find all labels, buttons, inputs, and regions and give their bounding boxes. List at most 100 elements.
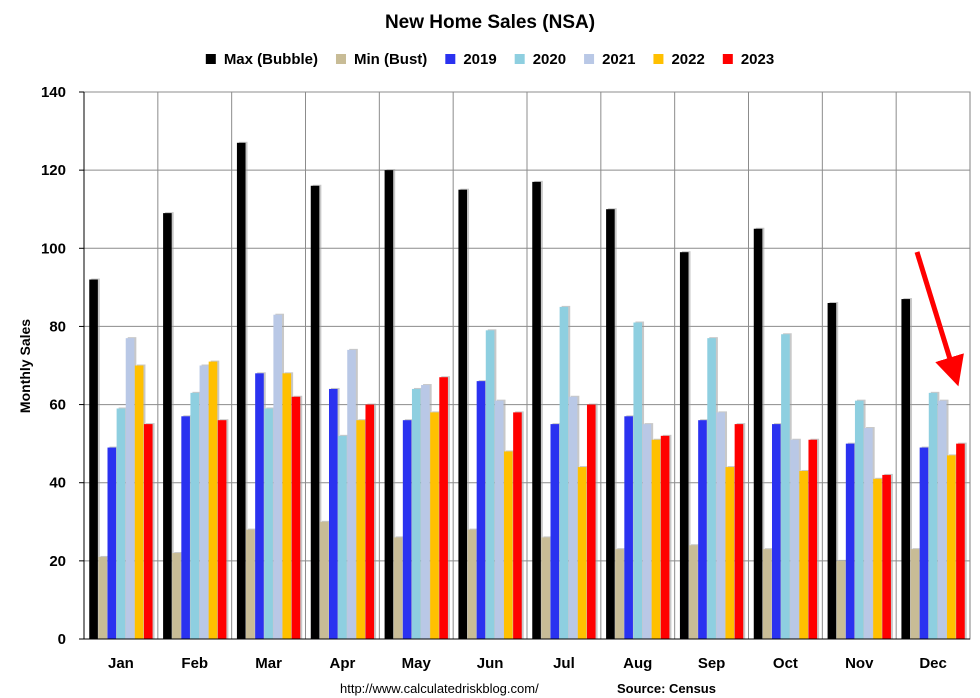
bar: [541, 537, 550, 639]
bar: [310, 185, 320, 639]
legend-label: 2021: [602, 51, 635, 68]
x-tick-label: Dec: [919, 655, 947, 672]
bar: [402, 420, 412, 639]
annotation-arrow: [914, 251, 964, 387]
bar: [172, 553, 181, 639]
bar: [698, 420, 707, 639]
bar: [956, 443, 965, 639]
bar: [411, 388, 421, 639]
bar: [651, 439, 661, 639]
bar: [864, 428, 873, 639]
bar: [642, 424, 652, 639]
bar: [439, 377, 448, 639]
x-tick-label: Oct: [773, 655, 798, 672]
bar: [790, 439, 799, 639]
legend-label: 2020: [533, 51, 566, 68]
bar: [937, 400, 947, 639]
bar: [458, 189, 468, 639]
bar: [485, 330, 495, 639]
y-tick-label: 60: [49, 397, 66, 414]
bar: [586, 404, 596, 639]
bar: [384, 170, 394, 639]
x-tick-label: Mar: [255, 655, 282, 672]
y-tick-label: 20: [49, 553, 66, 570]
bar: [393, 537, 403, 639]
legend-swatch: [335, 54, 346, 64]
axes: 0 20 40 60 80 100 120 140 Jan Feb Mar Apr May Jun Jul A…: [41, 84, 970, 672]
bar: [753, 228, 763, 639]
legend-swatch: [722, 54, 733, 64]
bar: [494, 400, 504, 639]
bar: [559, 306, 569, 639]
x-tick-label: May: [402, 655, 432, 672]
bar: [236, 142, 246, 640]
bar: [89, 279, 98, 639]
bar: [919, 447, 929, 639]
bar: [660, 435, 670, 639]
bar: [291, 396, 301, 639]
bar: [143, 424, 153, 639]
y-tick-label: 140: [41, 84, 66, 101]
bar: [873, 478, 882, 639]
bar: [365, 404, 375, 639]
legend-label: Max (Bubble): [224, 51, 318, 68]
bar: [762, 549, 772, 639]
bar: [771, 424, 781, 639]
footer-source: Source: Census: [617, 681, 716, 696]
bar: [568, 396, 578, 639]
legend: Max (Bubble) Min (Bust) 2019 2020 2021 2022 20…: [205, 51, 774, 68]
bar: [781, 334, 790, 639]
bar: [854, 400, 864, 639]
legend-swatch: [205, 54, 216, 64]
bar: [98, 556, 107, 639]
bar: [430, 412, 439, 639]
bar: [107, 447, 117, 639]
y-tick-label: 120: [41, 162, 66, 179]
bar: [734, 424, 744, 639]
bar: [467, 529, 477, 639]
x-tick-label: Apr: [329, 655, 355, 672]
bar: [476, 381, 486, 639]
bar: [217, 420, 227, 639]
legend-label: Min (Bust): [354, 51, 427, 68]
bar: [319, 521, 329, 639]
bar: [615, 549, 624, 639]
bar: [827, 302, 837, 639]
bar: [246, 529, 255, 639]
legend-label: 2023: [741, 51, 774, 68]
bar: [513, 412, 522, 639]
bar: [347, 349, 356, 639]
legend-swatch: [653, 54, 664, 64]
bar: [550, 424, 560, 639]
x-tick-label: Nov: [845, 655, 874, 672]
bar: [689, 545, 698, 639]
bar: [716, 412, 726, 639]
legend-label: 2019: [463, 51, 496, 68]
bar: [799, 470, 808, 639]
y-tick-label: 80: [49, 318, 66, 335]
bar: [901, 299, 911, 639]
legend-swatch: [584, 54, 595, 64]
y-tick-label: 40: [49, 475, 66, 492]
bar: [882, 474, 891, 639]
bar: [808, 439, 818, 639]
bar: [199, 365, 209, 639]
bar: [356, 420, 365, 639]
legend-swatch: [514, 54, 525, 64]
bar: [421, 385, 430, 639]
x-tick-label: Jan: [108, 655, 134, 672]
bar: [181, 416, 190, 639]
bar: [679, 252, 689, 639]
bar: [928, 392, 938, 639]
bars: [89, 141, 967, 640]
bar: [910, 549, 920, 639]
bar: [282, 373, 292, 639]
bar: [606, 209, 615, 639]
bar: [947, 455, 956, 639]
chart-title: New Home Sales (NSA): [385, 12, 595, 33]
bar: [255, 373, 264, 639]
bar: [163, 213, 172, 639]
bar: [624, 416, 633, 639]
bar: [328, 388, 338, 639]
